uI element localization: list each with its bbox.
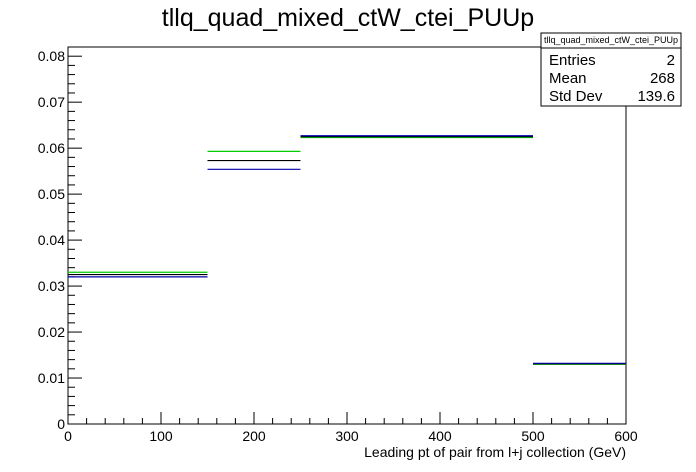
y-tick-label: 0.05 [38,186,65,202]
x-axis: 0 100 200 300 400 500 600 [64,412,638,444]
y-tick-label: 0.06 [38,140,65,156]
stats-box-title: tllq_quad_mixed_ctW_ctei_PUUp [544,35,678,45]
y-tick-label: 0.08 [38,48,65,64]
y-tick-label: 0.07 [38,94,65,110]
chart-title: tllq_quad_mixed_ctW_ctei_PUUp [162,4,534,32]
stats-entries-value: 2 [667,52,675,69]
y-tick-label: 0.01 [38,370,65,386]
stats-mean-value: 268 [650,70,675,87]
series-0 [68,136,626,365]
x-tick-label: 300 [335,428,359,444]
x-tick-label: 200 [242,428,266,444]
y-tick-label: 0 [57,416,65,432]
x-tick-label: 0 [64,428,72,444]
stats-stddev-label: Std Dev [549,88,603,105]
y-tick-label: 0.02 [38,324,65,340]
stats-stddev-value: 139.6 [637,88,675,105]
histogram-series [68,135,626,365]
x-tick-label: 500 [521,428,545,444]
x-tick-label: 400 [428,428,452,444]
stats-box-frame [540,32,682,107]
x-axis-label: Leading pt of pair from l+j collection (… [364,444,626,460]
x-tick-label: 600 [614,428,638,444]
stats-mean-label: Mean [549,70,587,87]
series-2 [68,135,626,364]
stats-box: tllq_quad_mixed_ctW_ctei_PUUp Entries 2 … [540,32,682,107]
y-tick-label: 0.04 [38,232,65,248]
series-1 [68,136,626,365]
y-tick-label: 0.03 [38,278,65,294]
x-tick-label: 100 [149,428,173,444]
stats-entries-label: Entries [549,52,596,69]
y-axis: 0 0.01 0.02 0.03 0.04 0.05 0.06 0.07 0.08 [38,46,82,432]
